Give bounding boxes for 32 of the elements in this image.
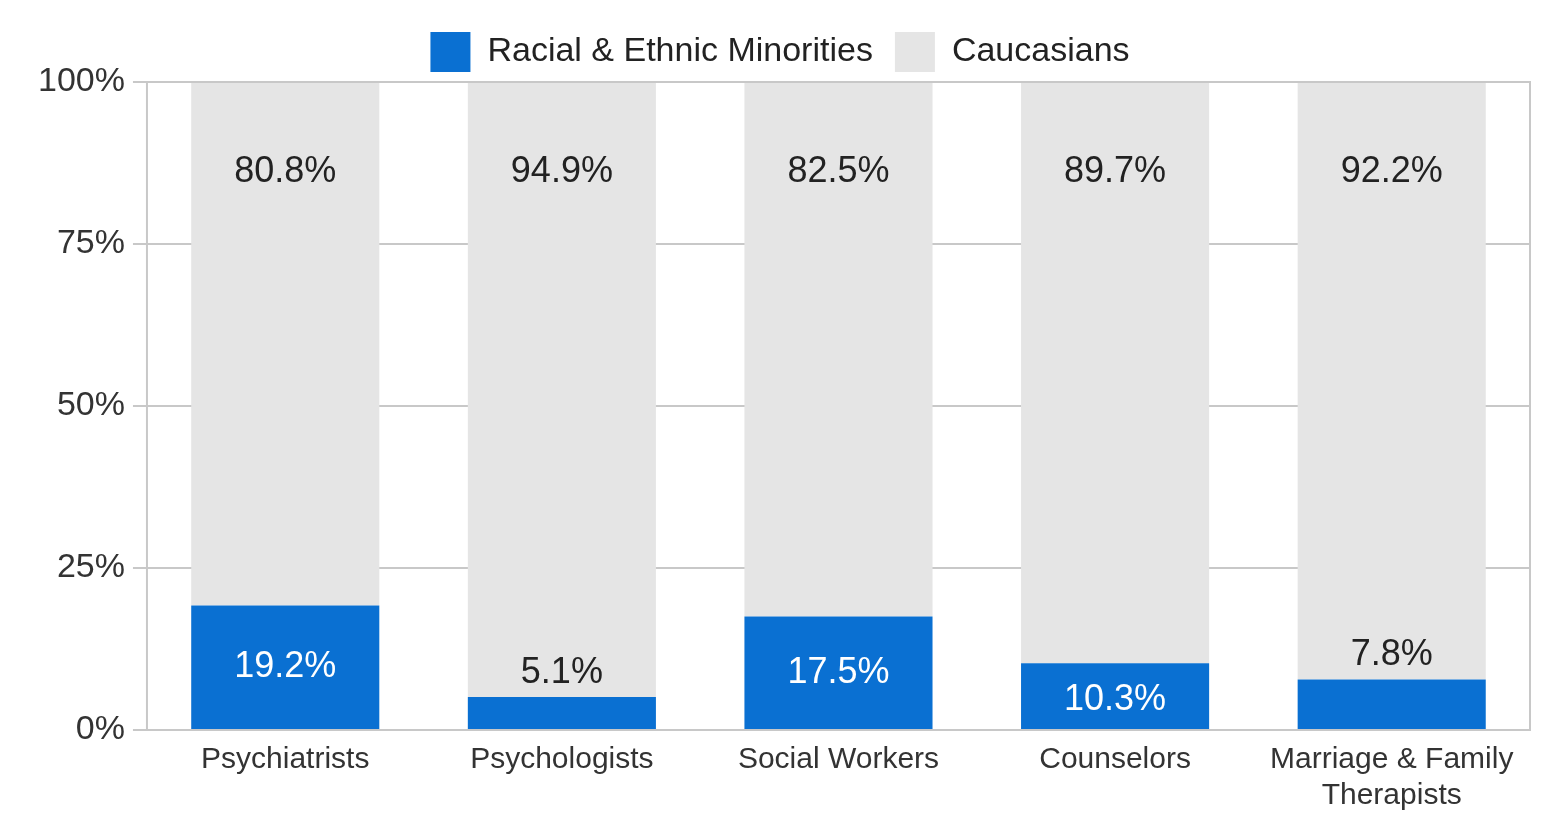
bar [1021,663,1210,729]
x-tick-label: Psychiatrists [201,741,370,775]
data-label: 10.3% [1064,677,1167,719]
bar [744,616,933,729]
data-label: 80.8% [234,148,337,190]
data-label: 19.2% [234,644,337,686]
x-tick-label: Counselors [1039,741,1191,775]
y-tick-label: 25% [56,546,125,585]
y-tick-label: 0% [75,708,125,747]
bar [191,82,380,606]
data-label: 94.9% [510,148,613,190]
bar [467,696,656,729]
x-tick-label: Psychologists [470,741,654,775]
x-tick-label: Marriage & Family Therapists [1270,741,1514,811]
bar [1297,679,1486,729]
data-label: 92.2% [1340,148,1443,190]
x-tick-label: Social Workers [737,741,940,775]
data-label: 17.5% [787,649,890,691]
data-label: 82.5% [787,148,890,190]
bar [1021,82,1210,664]
legend-label: Racial & Ethnic Minorities [487,30,873,69]
bar [744,82,933,617]
y-tick-label: 75% [56,222,125,261]
y-tick-label: 100% [37,60,125,99]
data-label: 7.8% [1350,632,1433,674]
bar [191,605,380,729]
data-label: 89.7% [1064,148,1167,190]
bar [467,82,656,697]
bar [1297,82,1486,680]
y-tick-label: 50% [56,384,125,423]
data-label: 5.1% [520,649,603,691]
legend-label: Caucasians [951,30,1130,69]
